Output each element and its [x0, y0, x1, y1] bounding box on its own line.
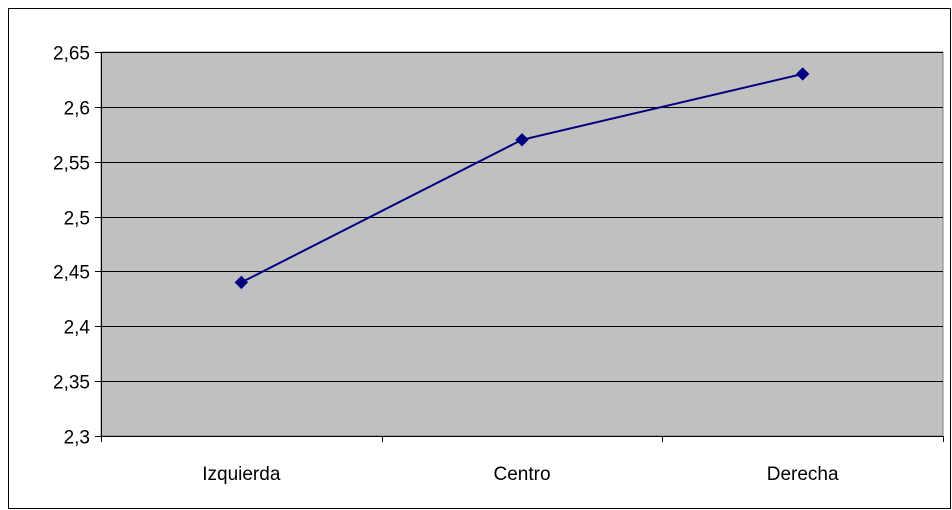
- y-tick-label: 2,6: [64, 99, 90, 120]
- x-tick-label: Derecha: [767, 464, 839, 485]
- y-tick-label: 2,4: [64, 318, 91, 339]
- x-tick-label: Izquierda: [202, 464, 281, 485]
- x-tick-label: Centro: [493, 464, 550, 485]
- y-tick-label: 2,45: [53, 263, 90, 284]
- y-tick-label: 2,65: [53, 44, 90, 65]
- data-point: [515, 133, 529, 147]
- plot-area: [100, 51, 944, 437]
- y-tick-label: 2,35: [53, 373, 90, 394]
- data-point: [795, 67, 810, 81]
- y-tick-label: 2,55: [53, 154, 90, 175]
- y-tick-label: 2,5: [64, 209, 90, 230]
- data-point: [234, 275, 249, 290]
- y-tick-label: 2,3: [64, 428, 90, 449]
